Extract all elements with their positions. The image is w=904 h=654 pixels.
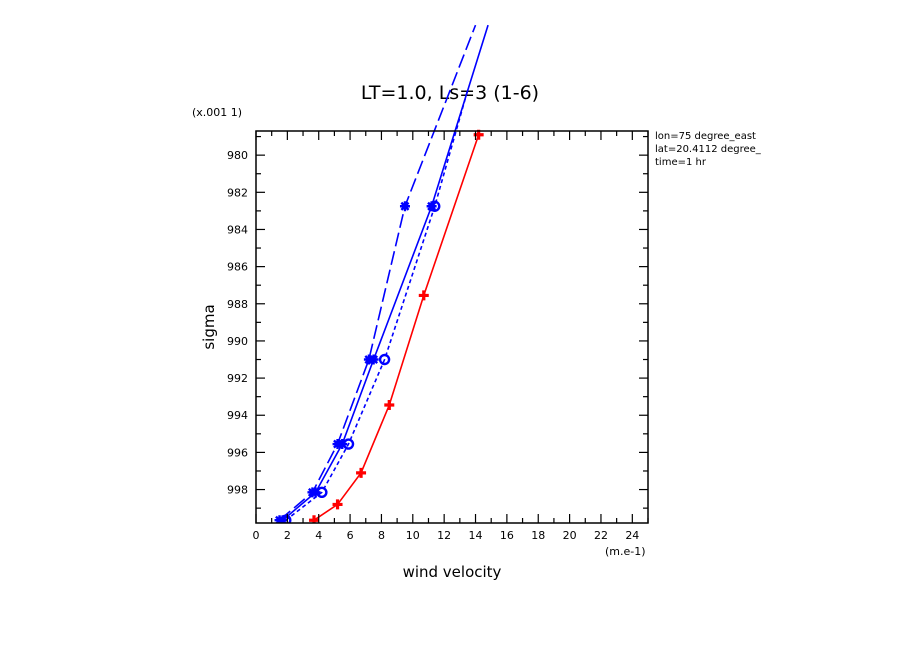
x-tick-label: 10: [406, 529, 420, 542]
series-2-point: [429, 200, 441, 212]
series-2-point: [316, 486, 328, 499]
series-2-line: [285, 89, 469, 521]
x-tick-label: 12: [437, 529, 451, 542]
x-tick-label: 16: [500, 529, 514, 542]
series-1-point: [426, 201, 437, 212]
series-layer: [274, 24, 489, 523]
info-time: time=1 hr: [655, 157, 707, 168]
x-tick-label: 0: [253, 529, 260, 542]
series-1-line: [282, 24, 489, 521]
series-2-point: [378, 353, 391, 366]
x-tick-label: 22: [594, 529, 608, 542]
x-tick-label: 20: [563, 529, 577, 542]
x-tick-label: 8: [378, 529, 385, 542]
x-tick-label: 4: [315, 529, 322, 542]
series-3-point: [332, 499, 343, 510]
x-tick-label: 24: [625, 529, 639, 542]
x-tick-label: 18: [531, 529, 545, 542]
y-unit-label: (x.001 1): [192, 106, 242, 119]
y-tick-label: 980: [227, 149, 248, 162]
series-0-point: [399, 201, 410, 212]
info-lon: lon=75 degree_east: [655, 131, 756, 142]
chart-title: LT=1.0, Ls=3 (1-6): [361, 82, 539, 104]
x-tick-label: 6: [347, 529, 354, 542]
series-3-point: [356, 467, 367, 478]
y-tick-label: 988: [227, 298, 248, 311]
y-tick-label: 986: [227, 261, 248, 274]
series-3-line: [313, 134, 480, 521]
series-1-point: [337, 439, 348, 450]
y-tick-label: 998: [227, 484, 248, 497]
plot-frame: [255, 130, 649, 524]
series-1-point: [277, 515, 288, 523]
x-tick-label: 14: [469, 529, 483, 542]
axis-ticks: 0 2 4 6 8 10 12 14 16 18 20 22 249809829849869889909…: [227, 131, 649, 542]
x-unit-label: (m.e-1): [605, 545, 646, 558]
series-3-point: [418, 290, 429, 301]
x-axis-label: wind velocity: [403, 563, 502, 581]
y-tick-label: 990: [227, 335, 248, 348]
y-tick-label: 984: [227, 223, 248, 236]
series-0-line: [279, 24, 477, 521]
y-tick-label: 996: [227, 446, 248, 459]
y-tick-label: 982: [227, 186, 248, 199]
info-lat: lat=20.4112 degree_: [655, 144, 762, 155]
y-tick-label: 992: [227, 372, 248, 385]
series-2-point: [342, 438, 355, 450]
series-1-point: [310, 487, 321, 498]
info-block: lon=75 degree_east lat=20.4112 degree_ t…: [655, 131, 762, 168]
y-tick-label: 994: [227, 409, 248, 422]
series-1-point: [368, 354, 379, 365]
x-tick-label: 2: [284, 529, 291, 542]
series-3-point: [384, 400, 395, 411]
y-axis-label: sigma: [200, 304, 218, 349]
series-2-point: [280, 514, 292, 523]
series-3-point: [309, 515, 320, 523]
